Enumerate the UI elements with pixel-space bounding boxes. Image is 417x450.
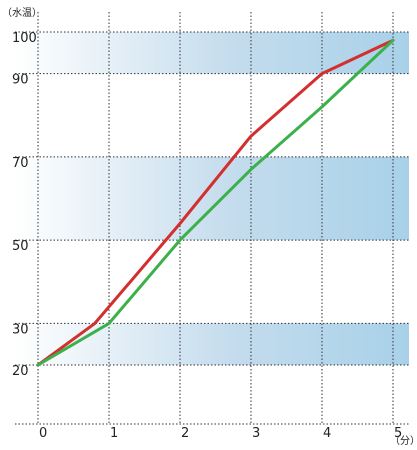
x-tick-label-2: 2 — [181, 426, 189, 441]
x-tick-label-4: 4 — [323, 426, 331, 441]
y-tick-label-30: 30 — [12, 322, 29, 337]
x-tick-label-3: 3 — [252, 426, 260, 441]
y-tick-label-20: 20 — [12, 364, 29, 379]
y-tick-label-50: 50 — [12, 239, 29, 254]
y-tick-labels: 20 30 50 70 90 100 — [12, 31, 37, 379]
x-axis-label: （分） — [390, 435, 417, 447]
grid-lines — [15, 12, 409, 425]
series-lines — [36, 38, 395, 367]
temperature-bands — [15, 32, 409, 365]
x-tick-label-5: 5 — [394, 426, 402, 441]
series-line-1 — [36, 38, 395, 367]
y-tick-label-90: 90 — [12, 73, 29, 88]
x-tick-label-1: 1 — [110, 426, 118, 441]
band-90-100 — [15, 32, 409, 74]
band-20-30 — [15, 323, 409, 365]
x-tick-labels: 0 1 2 3 4 5 — [39, 426, 402, 441]
y-tick-label-70: 70 — [12, 156, 29, 171]
y-tick-label-100: 100 — [12, 31, 37, 46]
x-tick-label-0: 0 — [39, 426, 47, 441]
band-50-70 — [15, 156, 409, 241]
series-line-2 — [36, 38, 395, 367]
y-axis-label: （水温） — [2, 7, 42, 19]
